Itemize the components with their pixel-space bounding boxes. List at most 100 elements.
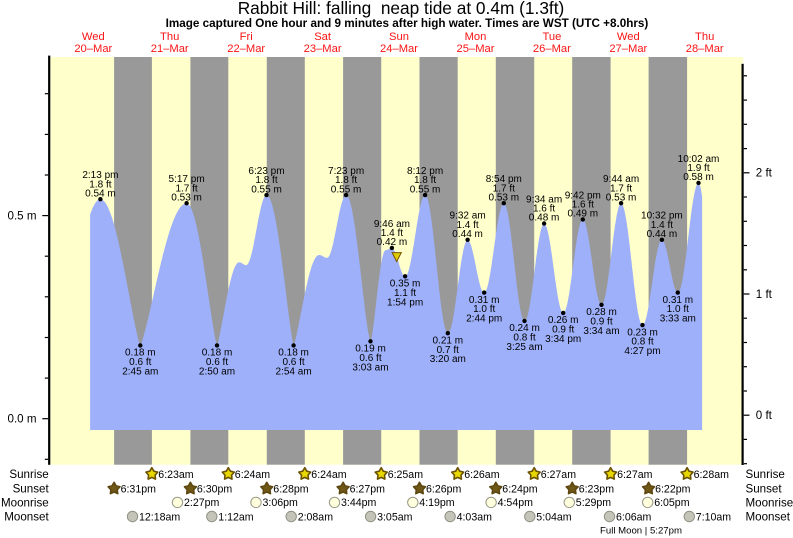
svg-text:6:22pm: 6:22pm — [655, 483, 691, 495]
svg-text:5:29pm: 5:29pm — [576, 497, 612, 509]
svg-text:3:34 pm: 3:34 pm — [545, 334, 581, 345]
svg-text:6:28am: 6:28am — [694, 469, 730, 481]
svg-text:Sunrise: Sunrise — [746, 468, 785, 481]
svg-text:0.19 m: 0.19 m — [355, 344, 386, 355]
svg-text:2:50 am: 2:50 am — [199, 366, 235, 377]
svg-text:0.42 m: 0.42 m — [377, 237, 408, 248]
svg-text:9:42 pm: 9:42 pm — [565, 190, 601, 201]
svg-text:4:03am: 4:03am — [457, 511, 493, 523]
svg-text:21–Mar: 21–Mar — [151, 43, 189, 55]
svg-text:10:02 am: 10:02 am — [678, 154, 720, 165]
svg-text:6:27am: 6:27am — [617, 469, 653, 481]
svg-text:Wed: Wed — [82, 31, 105, 43]
svg-text:0.6 ft: 0.6 ft — [206, 357, 228, 368]
svg-text:1.7 ft: 1.7 ft — [175, 183, 197, 194]
svg-text:1.9 ft: 1.9 ft — [687, 163, 709, 174]
svg-text:6:30pm: 6:30pm — [197, 483, 233, 495]
svg-text:3:25 am: 3:25 am — [506, 342, 542, 353]
svg-text:6:28pm: 6:28pm — [273, 483, 309, 495]
svg-text:22–Mar: 22–Mar — [227, 43, 265, 55]
svg-text:3:20 am: 3:20 am — [430, 354, 466, 365]
svg-text:1.8 ft: 1.8 ft — [255, 175, 277, 186]
svg-text:0.48 m: 0.48 m — [529, 213, 560, 224]
svg-text:28–Mar: 28–Mar — [686, 43, 724, 55]
svg-text:0.26 m: 0.26 m — [548, 315, 579, 326]
svg-text:2:45 am: 2:45 am — [122, 366, 158, 377]
svg-text:1.7 ft: 1.7 ft — [610, 183, 632, 194]
svg-text:27–Mar: 27–Mar — [609, 43, 647, 55]
svg-text:20–Mar: 20–Mar — [74, 43, 112, 55]
svg-text:8:54 pm: 8:54 pm — [486, 174, 522, 185]
svg-text:1.1 ft: 1.1 ft — [394, 288, 416, 299]
svg-text:1 ft: 1 ft — [756, 288, 773, 301]
svg-text:1.4 ft: 1.4 ft — [651, 220, 673, 231]
svg-text:Sun: Sun — [389, 31, 409, 43]
svg-text:Moonset: Moonset — [4, 511, 49, 524]
svg-text:Full Moon | 5:27pm: Full Moon | 5:27pm — [600, 525, 682, 536]
svg-text:0.44 m: 0.44 m — [452, 229, 483, 240]
svg-text:6:25am: 6:25am — [388, 469, 424, 481]
svg-text:3:34 am: 3:34 am — [583, 326, 619, 337]
svg-text:0.0 m: 0.0 m — [8, 413, 37, 426]
svg-text:0.18 m: 0.18 m — [125, 348, 156, 359]
svg-text:0.9 ft: 0.9 ft — [590, 316, 612, 327]
svg-text:2:13 pm: 2:13 pm — [82, 170, 118, 181]
svg-text:9:34 am: 9:34 am — [526, 194, 562, 205]
svg-text:0.21 m: 0.21 m — [433, 335, 464, 346]
svg-text:0.55 m: 0.55 m — [251, 184, 282, 195]
svg-text:2:54 am: 2:54 am — [276, 366, 312, 377]
svg-text:0.54 m: 0.54 m — [85, 188, 116, 199]
svg-text:0.8 ft: 0.8 ft — [631, 337, 653, 348]
svg-text:2:08am: 2:08am — [298, 511, 334, 523]
svg-text:0.53 m: 0.53 m — [489, 192, 520, 203]
svg-text:Sunset: Sunset — [13, 483, 50, 496]
svg-text:1.7 ft: 1.7 ft — [493, 183, 515, 194]
svg-text:25–Mar: 25–Mar — [457, 43, 495, 55]
svg-text:6:26am: 6:26am — [464, 469, 500, 481]
svg-text:Tue: Tue — [542, 31, 561, 43]
svg-text:Moonrise: Moonrise — [746, 496, 793, 509]
svg-text:6:06am: 6:06am — [616, 511, 652, 523]
svg-text:6:23pm: 6:23pm — [579, 483, 615, 495]
svg-text:Sunrise: Sunrise — [9, 468, 48, 481]
svg-text:0.6 ft: 0.6 ft — [129, 357, 151, 368]
svg-text:Moonset: Moonset — [746, 511, 791, 524]
svg-text:Moonrise: Moonrise — [1, 496, 49, 509]
svg-text:Rabbit Hill: falling neap tid: Rabbit Hill: falling neap tide at 0.4m (… — [238, 0, 565, 18]
svg-text:0.24 m: 0.24 m — [509, 323, 540, 334]
svg-text:3:03 am: 3:03 am — [352, 362, 388, 373]
svg-text:Sat: Sat — [314, 31, 332, 43]
svg-text:2:44 pm: 2:44 pm — [466, 314, 502, 325]
svg-text:23–Mar: 23–Mar — [304, 43, 342, 55]
svg-text:2:27pm: 2:27pm — [184, 497, 220, 509]
svg-text:9:32 am: 9:32 am — [450, 211, 486, 222]
svg-text:1.8 ft: 1.8 ft — [89, 179, 111, 190]
svg-text:Fri: Fri — [240, 31, 253, 43]
svg-text:0.18 m: 0.18 m — [278, 348, 309, 359]
svg-text:6:24am: 6:24am — [311, 469, 347, 481]
svg-text:0.49 m: 0.49 m — [568, 209, 599, 220]
svg-text:9:44 am: 9:44 am — [603, 174, 639, 185]
svg-text:1.6 ft: 1.6 ft — [572, 200, 594, 211]
svg-text:3:06pm: 3:06pm — [263, 497, 299, 509]
svg-text:0.44 m: 0.44 m — [647, 229, 678, 240]
svg-text:0.23 m: 0.23 m — [627, 327, 658, 338]
svg-text:0.31 m: 0.31 m — [663, 295, 694, 306]
svg-text:6:31pm: 6:31pm — [121, 483, 157, 495]
svg-text:0.55 m: 0.55 m — [331, 184, 362, 195]
svg-text:0.6 ft: 0.6 ft — [359, 353, 381, 364]
svg-text:5:17 pm: 5:17 pm — [169, 174, 205, 185]
svg-text:8:12 pm: 8:12 pm — [407, 166, 443, 177]
svg-text:Sunset: Sunset — [746, 483, 783, 496]
svg-text:1.0 ft: 1.0 ft — [667, 304, 689, 315]
svg-text:12:18am: 12:18am — [139, 511, 180, 523]
svg-text:3:05am: 3:05am — [377, 511, 413, 523]
svg-text:Mon: Mon — [465, 31, 487, 43]
svg-text:0.31 m: 0.31 m — [469, 295, 500, 306]
svg-text:1.4 ft: 1.4 ft — [456, 220, 478, 231]
svg-text:6:27am: 6:27am — [541, 469, 577, 481]
svg-text:6:24pm: 6:24pm — [502, 483, 538, 495]
svg-text:0.53 m: 0.53 m — [606, 192, 637, 203]
svg-text:6:05pm: 6:05pm — [654, 497, 690, 509]
svg-text:3:33 am: 3:33 am — [660, 314, 696, 325]
